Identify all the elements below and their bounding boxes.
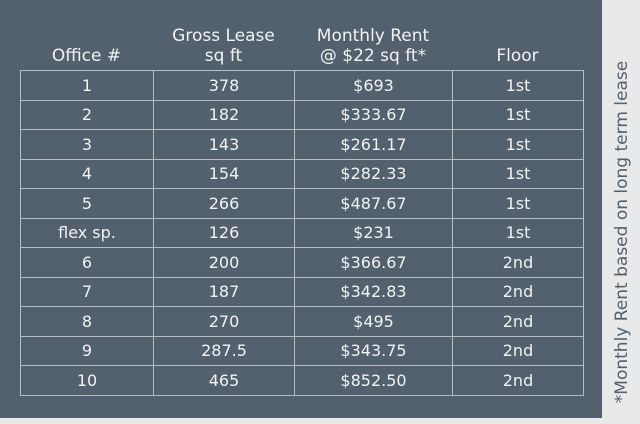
office-cell: 4 [20,158,154,189]
gross-lease-cell: 143 [153,129,295,160]
footnote: *Monthly Rent based on long term lease [612,60,632,404]
office-cell: 5 [20,188,154,219]
floor-cell: 1st [452,99,584,130]
monthly-rent-cell: $342.83 [294,276,453,307]
gross-lease-cell: 287.5 [153,335,295,366]
table-row: 9 287.5 $343.75 2nd [20,335,584,366]
header-rent-line2: @ $22 sq ft* [319,46,427,66]
header-floor: Floor [452,18,583,70]
header-rent-line1: Monthly Rent [316,26,430,46]
table-row: 6 200 $366.67 2nd [20,247,584,278]
floor-cell: 1st [452,158,584,189]
office-cell: 2 [20,99,154,130]
monthly-rent-cell: $261.17 [294,129,453,160]
monthly-rent-cell: $852.50 [294,365,453,396]
gross-lease-cell: 378 [153,70,295,101]
monthly-rent-cell: $282.33 [294,158,453,189]
table-row: 5 266 $487.67 1st [20,188,584,219]
header-gross-lease-line1: Gross Lease [172,26,275,46]
table-row: flex sp. 126 $231 1st [20,217,584,248]
gross-lease-cell: 187 [153,276,295,307]
gross-lease-cell: 126 [153,217,295,248]
table-row: 4 154 $282.33 1st [20,158,584,189]
floor-cell: 2nd [452,276,584,307]
office-cell: 3 [20,129,154,160]
header-gross-lease: Gross Lease sq ft [153,18,294,70]
gross-lease-cell: 266 [153,188,295,219]
header-monthly-rent: Monthly Rent @ $22 sq ft* [294,18,452,70]
office-cell: flex sp. [20,217,154,248]
gross-lease-cell: 200 [153,247,295,278]
header-floor-label: Floor [496,46,539,66]
gross-lease-cell: 465 [153,365,295,396]
floor-cell: 2nd [452,365,584,396]
office-cell: 8 [20,306,154,337]
monthly-rent-cell: $693 [294,70,453,101]
floor-cell: 2nd [452,247,584,278]
floor-cell: 1st [452,188,584,219]
table-panel: Office # Gross Lease sq ft Monthly Rent @ … [0,0,602,418]
office-cell: 10 [20,365,154,396]
header-gross-lease-line2: sq ft [204,46,243,66]
floor-cell: 1st [452,70,584,101]
office-cell: 6 [20,247,154,278]
gross-lease-cell: 182 [153,99,295,130]
header-office: Office # [20,18,153,70]
table-row: 2 182 $333.67 1st [20,99,584,130]
monthly-rent-cell: $333.67 [294,99,453,130]
floor-cell: 1st [452,217,584,248]
office-cell: 1 [20,70,154,101]
monthly-rent-cell: $343.75 [294,335,453,366]
gross-lease-cell: 154 [153,158,295,189]
gross-lease-cell: 270 [153,306,295,337]
floor-cell: 2nd [452,306,584,337]
floor-cell: 2nd [452,335,584,366]
monthly-rent-cell: $231 [294,217,453,248]
office-cell: 7 [20,276,154,307]
table-row: 8 270 $495 2nd [20,306,584,337]
table-row: 3 143 $261.17 1st [20,129,584,160]
floor-cell: 1st [452,129,584,160]
table-row: 10 465 $852.50 2nd [20,365,584,396]
table-row: 7 187 $342.83 2nd [20,276,584,307]
monthly-rent-cell: $495 [294,306,453,337]
office-table: 1 378 $693 1st 2 182 $333.67 1st 3 143 $261.17 1st 4… [20,70,584,396]
office-cell: 9 [20,335,154,366]
table-row: 1 378 $693 1st [20,70,584,101]
monthly-rent-cell: $487.67 [294,188,453,219]
monthly-rent-cell: $366.67 [294,247,453,278]
header-office-label: Office # [51,46,122,66]
